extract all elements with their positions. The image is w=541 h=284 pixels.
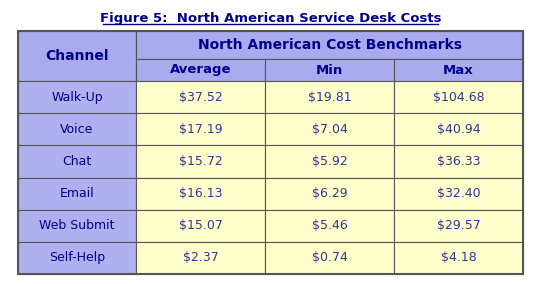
- Text: Min: Min: [316, 64, 343, 76]
- Bar: [265, 242, 394, 274]
- Bar: [265, 81, 394, 113]
- Text: $15.07: $15.07: [179, 219, 222, 232]
- Bar: [18, 113, 136, 145]
- Bar: [394, 59, 523, 81]
- Bar: [136, 31, 523, 59]
- Bar: [265, 113, 394, 145]
- Bar: [136, 242, 265, 274]
- Text: Figure 5:  North American Service Desk Costs: Figure 5: North American Service Desk Co…: [100, 12, 441, 25]
- Bar: [265, 59, 394, 81]
- Bar: [136, 59, 265, 81]
- Text: $15.72: $15.72: [179, 155, 222, 168]
- Bar: [136, 145, 265, 178]
- Text: $0.74: $0.74: [312, 251, 347, 264]
- Text: $6.29: $6.29: [312, 187, 347, 200]
- Bar: [136, 81, 265, 113]
- Bar: [18, 31, 523, 274]
- Text: $7.04: $7.04: [312, 123, 347, 136]
- Text: Channel: Channel: [45, 49, 109, 63]
- Bar: [136, 178, 265, 210]
- Text: Email: Email: [60, 187, 94, 200]
- Text: Max: Max: [443, 64, 474, 76]
- Text: $32.40: $32.40: [437, 187, 480, 200]
- Bar: [394, 81, 523, 113]
- Text: $40.94: $40.94: [437, 123, 480, 136]
- Text: Web Submit: Web Submit: [39, 219, 115, 232]
- Bar: [265, 145, 394, 178]
- Bar: [394, 113, 523, 145]
- Bar: [18, 210, 136, 242]
- Bar: [394, 145, 523, 178]
- Bar: [136, 210, 265, 242]
- Text: $36.33: $36.33: [437, 155, 480, 168]
- Text: $104.68: $104.68: [433, 91, 484, 104]
- Bar: [394, 242, 523, 274]
- Bar: [18, 178, 136, 210]
- Bar: [394, 210, 523, 242]
- Text: $5.92: $5.92: [312, 155, 347, 168]
- Text: $16.13: $16.13: [179, 187, 222, 200]
- Bar: [394, 178, 523, 210]
- Text: Voice: Voice: [60, 123, 94, 136]
- Text: Walk-Up: Walk-Up: [51, 91, 103, 104]
- Text: $2.37: $2.37: [183, 251, 219, 264]
- Bar: [18, 145, 136, 178]
- Text: $19.81: $19.81: [308, 91, 351, 104]
- Text: North American Cost Benchmarks: North American Cost Benchmarks: [197, 38, 461, 52]
- Bar: [18, 242, 136, 274]
- Text: $4.18: $4.18: [440, 251, 477, 264]
- Text: $17.19: $17.19: [179, 123, 222, 136]
- Text: Chat: Chat: [62, 155, 91, 168]
- Bar: [18, 81, 136, 113]
- Text: $5.46: $5.46: [312, 219, 347, 232]
- Bar: [265, 210, 394, 242]
- Bar: [265, 178, 394, 210]
- Text: Average: Average: [170, 64, 231, 76]
- Bar: [136, 113, 265, 145]
- Bar: [18, 31, 136, 81]
- Text: Self-Help: Self-Help: [49, 251, 105, 264]
- Text: $37.52: $37.52: [179, 91, 222, 104]
- Text: $29.57: $29.57: [437, 219, 480, 232]
